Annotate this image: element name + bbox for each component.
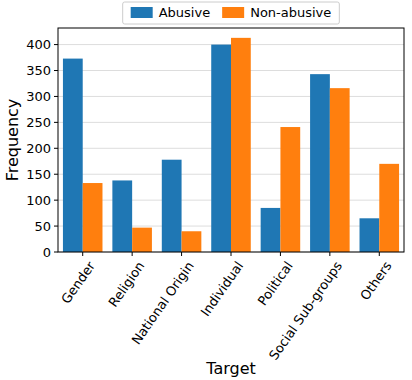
bar <box>182 231 202 252</box>
x-axis-label: Target <box>205 359 256 378</box>
bar <box>330 88 350 252</box>
x-tick <box>329 252 330 256</box>
y-tick <box>54 148 58 149</box>
bar <box>211 45 231 252</box>
y-tick <box>54 122 58 123</box>
chart: 0 50 100 150 200 250 300 350 400 GenderReligionNa… <box>0 0 412 380</box>
y-tick-label: 350 <box>26 63 51 78</box>
y-tick <box>54 252 58 253</box>
bar <box>112 180 132 252</box>
plot-frame <box>58 28 404 252</box>
x-tick <box>132 252 133 256</box>
x-tick <box>231 252 232 256</box>
y-tick-label: 150 <box>26 167 51 182</box>
y-tick <box>54 174 58 175</box>
y-tick <box>54 44 58 45</box>
bar <box>310 74 330 252</box>
x-tick <box>379 252 380 256</box>
legend-label: Abusive <box>159 5 210 20</box>
bar <box>360 218 380 252</box>
y-tick <box>54 96 58 97</box>
bar <box>379 164 399 252</box>
bar <box>132 228 152 252</box>
bars <box>63 38 399 252</box>
bar <box>280 127 300 252</box>
y-tick-label: 400 <box>26 37 51 52</box>
x-tick-label: Social Sub-groups <box>266 258 345 362</box>
y-tick-label: 100 <box>26 193 51 208</box>
y-tick-label: 0 <box>43 245 51 260</box>
bar <box>83 183 103 252</box>
bar <box>162 160 182 252</box>
x-tick-label: Individual <box>198 259 247 319</box>
bar <box>261 208 281 252</box>
x-tick-label: Political <box>255 259 296 309</box>
bar <box>231 38 251 252</box>
legend-frame <box>123 2 340 24</box>
x-tick <box>280 252 281 256</box>
legend-label: Non-abusive <box>250 5 331 20</box>
legend-swatch <box>131 7 153 18</box>
x-tick <box>181 252 182 256</box>
y-tick <box>54 226 58 227</box>
y-axis-label: Frequency <box>3 99 22 182</box>
x-tick <box>82 252 83 256</box>
x-tick-label: National Origin <box>129 259 197 348</box>
bar <box>63 59 83 252</box>
y-tick-label: 250 <box>26 115 51 130</box>
legend-swatch <box>222 7 244 18</box>
x-tick-label: Others <box>357 258 394 303</box>
x-tick-label: Religion <box>105 259 147 310</box>
y-tick-label: 200 <box>26 141 51 156</box>
y-tick <box>54 70 58 71</box>
y-tick-label: 50 <box>34 219 51 234</box>
y-tick <box>54 200 58 201</box>
x-tick-label: Gender <box>58 258 98 306</box>
legend: Abusive Non-abusive <box>123 2 340 24</box>
y-tick-label: 300 <box>26 89 51 104</box>
